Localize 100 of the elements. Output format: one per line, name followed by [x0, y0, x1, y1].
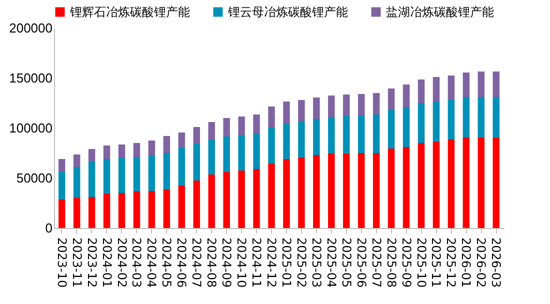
- bar: [73, 154, 80, 167]
- bar: [178, 132, 186, 148]
- bar: [402, 147, 410, 228]
- bar: [238, 116, 245, 135]
- bar: [58, 159, 66, 172]
- bar: [238, 135, 245, 170]
- x-tick-label: 2025-07: [369, 238, 384, 288]
- bar: [133, 192, 140, 228]
- legend-label: 盐湖冶炼碳酸锂产能: [386, 5, 494, 19]
- bar: [298, 122, 305, 158]
- bar: [88, 162, 96, 197]
- bar: [492, 138, 500, 228]
- bar: [133, 157, 140, 192]
- bar: [388, 88, 395, 110]
- bar: [478, 97, 485, 138]
- bar: [163, 136, 170, 153]
- bar: [118, 193, 126, 228]
- x-tick-label: 2025-05: [339, 238, 354, 288]
- bar: [492, 97, 500, 138]
- bar: [492, 72, 500, 97]
- bar: [298, 100, 305, 122]
- bar: [402, 107, 410, 147]
- bar: [478, 138, 485, 228]
- bar: [328, 96, 335, 117]
- bar: [283, 124, 290, 159]
- bar: [58, 172, 66, 200]
- bar: [328, 154, 335, 228]
- legend-label: 锂云母冶炼碳酸锂产能: [227, 5, 348, 19]
- bar: [328, 117, 335, 154]
- x-tick-label: 2024-08: [204, 238, 219, 288]
- bar: [253, 114, 260, 134]
- bar: [268, 164, 275, 228]
- bar: [178, 148, 186, 186]
- x-tick-label: 2025-01: [279, 238, 294, 288]
- bar: [402, 84, 410, 107]
- bar: [388, 148, 395, 228]
- bar: [148, 140, 156, 156]
- x-tick-label: 2024-02: [114, 238, 129, 288]
- y-tick-label: 200000: [9, 20, 52, 36]
- bar: [58, 200, 66, 228]
- x-tick-label: 2023-11: [70, 238, 84, 288]
- x-tick-label: 2025-02: [294, 238, 308, 288]
- x-tick-label: 2024-11: [250, 238, 264, 288]
- x-tick-label: 2024-07: [190, 238, 204, 288]
- y-tick-label: 100000: [9, 120, 52, 136]
- bar: [358, 116, 365, 153]
- bar: [223, 172, 230, 228]
- bar: [193, 180, 200, 228]
- bar: [313, 98, 320, 119]
- bar: [133, 143, 140, 157]
- bar: [418, 80, 425, 103]
- bar: [313, 119, 320, 155]
- x-tick-label: 2025-12: [444, 238, 458, 288]
- x-tick-label: 2024-03: [130, 238, 144, 288]
- x-tick-label: 2023-10: [54, 238, 69, 288]
- x-tick-label: 2025-08: [384, 238, 398, 288]
- bar: [432, 77, 440, 102]
- bar: [163, 190, 170, 228]
- x-tick-label: 2024-09: [220, 238, 234, 288]
- bar: [448, 100, 455, 140]
- x-tick-label: 2024-01: [100, 238, 114, 288]
- bar: [238, 170, 245, 228]
- bar: [73, 198, 80, 228]
- bar: [358, 94, 365, 116]
- x-tick-label: 2026-03: [489, 238, 504, 288]
- y-tick-label: 150000: [9, 70, 52, 86]
- bar: [372, 93, 380, 114]
- bar: [432, 102, 440, 142]
- bar: [372, 114, 380, 153]
- bar: [178, 186, 186, 228]
- x-tick-label: 2024-05: [160, 238, 174, 288]
- bar: [88, 197, 96, 228]
- bar: [88, 149, 96, 162]
- bar: [462, 72, 470, 97]
- bar: [478, 72, 485, 97]
- bar: [343, 116, 350, 154]
- bar: [223, 136, 230, 172]
- bar: [298, 158, 305, 228]
- bar: [418, 143, 425, 228]
- y-tick-label: 50000: [16, 170, 52, 186]
- x-tick-label: 2026-02: [474, 238, 488, 288]
- bar: [313, 155, 320, 228]
- bar: [103, 194, 110, 228]
- x-tick-label: 2026-01: [459, 238, 474, 288]
- bar: [208, 122, 215, 140]
- bar: [418, 103, 425, 143]
- bar: [148, 191, 156, 228]
- bar: [462, 138, 470, 228]
- bar: [148, 156, 156, 191]
- x-tick-label: 2025-10: [414, 238, 428, 288]
- bar: [208, 140, 215, 174]
- bar: [103, 146, 110, 159]
- bar: [388, 110, 395, 148]
- bar: [163, 153, 170, 190]
- x-tick-label: 2024-12: [264, 238, 279, 288]
- bar: [73, 167, 80, 198]
- bar: [268, 106, 275, 128]
- x-tick-label: 2025-04: [324, 238, 338, 288]
- bar: [118, 158, 126, 193]
- bar: [372, 153, 380, 228]
